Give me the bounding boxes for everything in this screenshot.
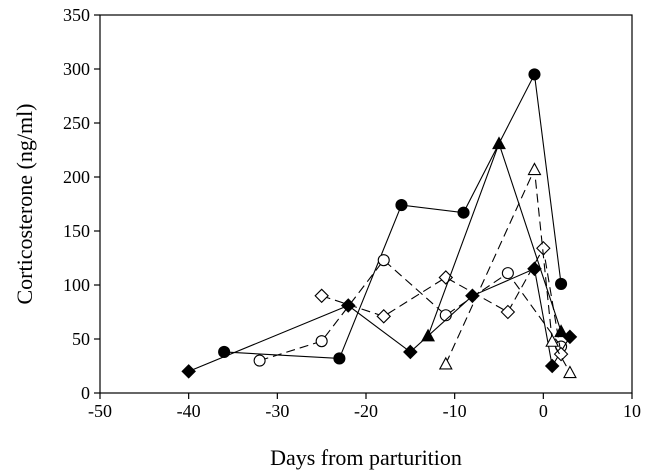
x-tick-label: 10	[623, 401, 641, 421]
filled-diamond-marker	[181, 364, 196, 379]
filled-diamond-marker	[527, 261, 542, 277]
x-tick-label: -40	[177, 401, 201, 421]
series-line	[188, 268, 571, 372]
filled-diamond-marker	[544, 358, 560, 374]
open-triangle-marker	[438, 356, 453, 370]
filled-circle-marker	[333, 352, 346, 365]
filled-circle-marker	[218, 345, 231, 359]
filled-circle-marker	[457, 206, 470, 219]
series-1	[218, 68, 568, 365]
open-circle-marker	[315, 335, 328, 348]
series-line	[445, 167, 571, 373]
y-tick-label: 350	[63, 5, 90, 25]
open-circle-marker	[439, 309, 452, 322]
y-axis-title: Corticosterone (ng/ml)	[12, 103, 37, 304]
open-diamond-marker	[314, 288, 329, 304]
plot-area	[181, 68, 578, 379]
open-diamond-marker	[500, 304, 516, 320]
series-3	[181, 261, 578, 379]
series-6	[438, 162, 577, 379]
series-5	[421, 136, 568, 342]
y-tick-label: 250	[63, 113, 90, 133]
filled-triangle-marker	[421, 328, 435, 342]
open-triangle-marker	[545, 334, 560, 347]
y-tick-label: 200	[63, 167, 90, 187]
x-tick-label: -10	[443, 401, 467, 421]
x-tick-label: -50	[88, 401, 112, 421]
x-tick-label: -20	[354, 401, 378, 421]
y-tick-label: 0	[81, 383, 90, 403]
filled-circle-marker	[555, 277, 568, 290]
filled-circle-marker	[395, 199, 408, 212]
y-tick-label: 150	[63, 221, 90, 241]
y-tick-label: 100	[63, 275, 90, 295]
x-axis-title: Days from parturition	[270, 445, 462, 470]
series-line	[259, 259, 562, 362]
open-circle-marker	[253, 354, 266, 367]
x-tick-label: -30	[265, 401, 289, 421]
open-triangle-marker	[527, 162, 542, 176]
filled-circle-marker	[528, 68, 541, 81]
open-circle-marker	[501, 267, 514, 280]
open-triangle-marker	[563, 365, 577, 379]
open-circle-marker	[377, 254, 390, 267]
y-tick-label: 300	[63, 59, 90, 79]
x-tick-label: 0	[539, 401, 548, 421]
filled-diamond-marker	[340, 298, 356, 313]
filled-triangle-marker	[492, 136, 506, 150]
y-tick-label: 50	[72, 329, 90, 349]
filled-triangle-marker	[554, 324, 568, 338]
open-diamond-marker	[376, 309, 392, 324]
filled-diamond-marker	[403, 344, 418, 360]
series-line	[224, 72, 562, 360]
open-diamond-marker	[438, 270, 454, 285]
